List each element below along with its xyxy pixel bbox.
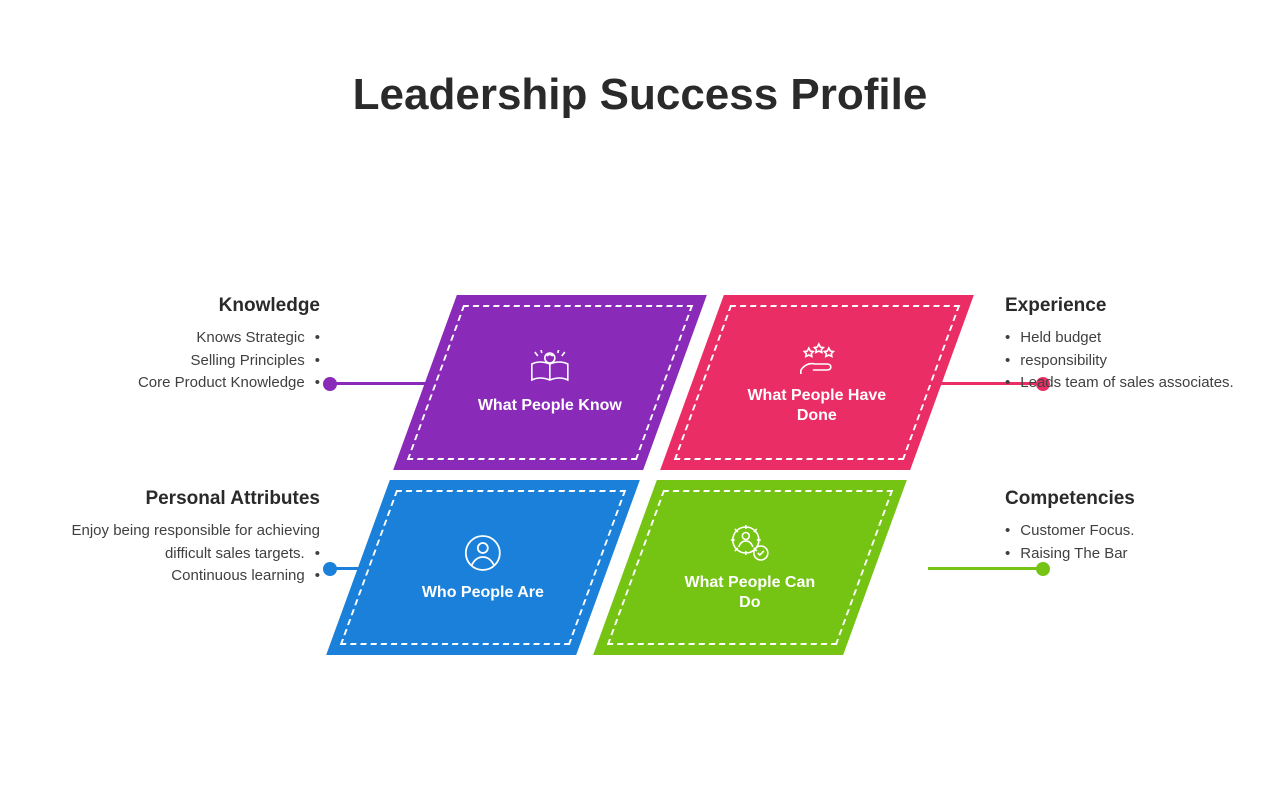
list-item: responsibility <box>1005 350 1250 373</box>
competencies-card: What People Can Do <box>593 480 907 655</box>
hand-stars-icon <box>742 340 892 376</box>
knowledge-list: Knows Strategic Selling Principles Core … <box>75 327 320 395</box>
list-item: Raising The Bar <box>1005 543 1250 566</box>
competencies-list: Customer Focus. Raising The Bar <box>1005 520 1250 565</box>
list-item: Leads team of sales associates. <box>1005 372 1250 395</box>
infographic-stage: Knowledge Knows Strategic Selling Princi… <box>0 270 1280 700</box>
attributes-card-label: Who People Are <box>422 583 544 603</box>
brain-book-icon <box>478 350 622 386</box>
list-item: Continuous learning <box>70 565 320 588</box>
list-item: Core Product Knowledge <box>75 372 320 395</box>
gear-person-icon <box>675 523 825 563</box>
connector-dot <box>323 562 337 576</box>
experience-heading: Experience <box>1005 295 1250 317</box>
list-item: Customer Focus. <box>1005 520 1250 543</box>
competencies-card-label: What People Can Do <box>675 573 825 613</box>
list-item: Knows Strategic <box>75 327 320 350</box>
list-item: Selling Principles <box>75 350 320 373</box>
competencies-block: Competencies Customer Focus. Raising The… <box>1005 488 1250 565</box>
knowledge-block: Knowledge Knows Strategic Selling Princi… <box>75 295 320 395</box>
knowledge-card-label: What People Know <box>478 396 622 416</box>
connector-dot <box>323 377 337 391</box>
list-item: Held budget <box>1005 327 1250 350</box>
attributes-block: Personal Attributes Enjoy being responsi… <box>70 488 320 588</box>
attributes-list: Enjoy being responsible for achieving di… <box>70 520 320 588</box>
competencies-connector <box>928 567 1043 570</box>
competencies-heading: Competencies <box>1005 488 1250 510</box>
list-item: Enjoy being responsible for achieving di… <box>70 520 320 565</box>
knowledge-heading: Knowledge <box>75 295 320 317</box>
experience-card-label: What People Have Done <box>742 386 892 426</box>
experience-list: Held budget responsibility Leads team of… <box>1005 327 1250 395</box>
knowledge-card: What People Know <box>393 295 707 470</box>
attributes-card: Who People Are <box>326 480 640 655</box>
experience-block: Experience Held budget responsibility Le… <box>1005 295 1250 395</box>
page-title: Leadership Success Profile <box>0 70 1280 120</box>
person-circle-icon <box>422 533 544 573</box>
experience-card: What People Have Done <box>660 295 974 470</box>
attributes-heading: Personal Attributes <box>70 488 320 510</box>
